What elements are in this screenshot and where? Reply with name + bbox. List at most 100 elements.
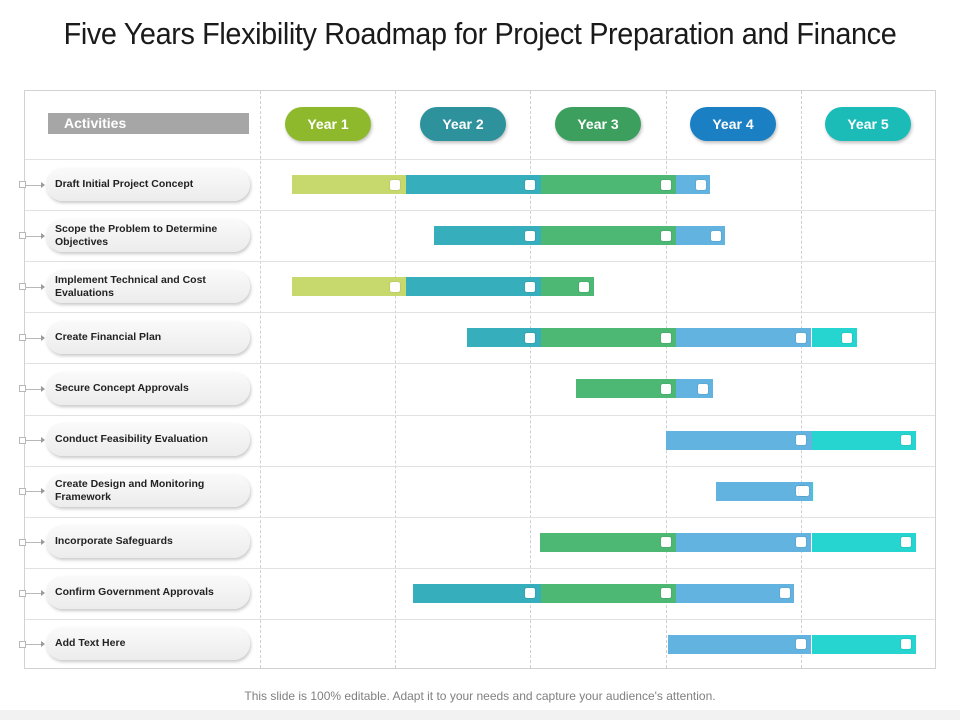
row-connector-square bbox=[19, 539, 26, 546]
milestone-marker bbox=[796, 639, 806, 649]
milestone-marker bbox=[661, 588, 671, 598]
milestone-marker bbox=[525, 180, 535, 190]
activity-label-pill: Create Financial Plan bbox=[46, 321, 250, 354]
row-connector-arrow-icon bbox=[41, 233, 45, 239]
year-5-pill: Year 5 bbox=[825, 107, 911, 141]
activity-label-pill: Incorporate Safeguards bbox=[46, 525, 250, 558]
timeline-bar-segment bbox=[541, 226, 676, 245]
row-connector-square bbox=[19, 334, 26, 341]
milestone-marker bbox=[901, 435, 911, 445]
timeline-bar-segment bbox=[413, 584, 541, 603]
milestone-marker bbox=[796, 333, 806, 343]
activity-label: Implement Technical and Cost Evaluations bbox=[55, 273, 206, 299]
activity-label: Conduct Feasibility Evaluation bbox=[55, 433, 208, 445]
row-connector-arrow-icon bbox=[41, 284, 45, 290]
milestone-marker bbox=[901, 639, 911, 649]
milestone-marker bbox=[661, 180, 671, 190]
row-connector-line bbox=[26, 440, 43, 441]
timeline-bar-segment bbox=[406, 277, 541, 296]
activity-label-pill: Draft Initial Project Concept bbox=[46, 168, 250, 201]
row-divider bbox=[25, 568, 935, 569]
timeline-bar-segment bbox=[467, 328, 541, 347]
activity-label-pill: Scope the Problem to Determine Objective… bbox=[46, 219, 250, 252]
activity-label: Incorporate Safeguards bbox=[55, 535, 173, 547]
year-column-divider bbox=[395, 91, 396, 668]
timeline-bar-segment bbox=[576, 379, 676, 398]
activity-label: Scope the Problem to Determine Objective… bbox=[55, 222, 218, 248]
milestone-marker bbox=[390, 282, 400, 292]
activity-label-pill: Implement Technical and Cost Evaluations bbox=[46, 270, 250, 303]
timeline-bar-segment bbox=[292, 277, 406, 296]
timeline-bar-segment bbox=[541, 175, 676, 194]
row-divider bbox=[25, 312, 935, 313]
row-divider bbox=[25, 466, 935, 467]
row-divider bbox=[25, 415, 935, 416]
row-divider bbox=[25, 363, 935, 364]
year-2-pill: Year 2 bbox=[420, 107, 506, 141]
milestone-marker bbox=[842, 333, 852, 343]
row-connector-arrow-icon bbox=[41, 386, 45, 392]
milestone-marker bbox=[661, 333, 671, 343]
row-connector-square bbox=[19, 181, 26, 188]
activity-label-pill: Create Design and Monitoring Framework bbox=[46, 474, 250, 507]
row-connector-arrow-icon bbox=[41, 182, 45, 188]
activity-label-pill: Confirm Government Approvals bbox=[46, 576, 250, 609]
milestone-marker bbox=[711, 231, 721, 241]
activity-label: Secure Concept Approvals bbox=[55, 382, 189, 394]
row-divider bbox=[25, 159, 935, 160]
timeline-bar-segment bbox=[812, 635, 916, 654]
year-4-pill: Year 4 bbox=[690, 107, 776, 141]
row-connector-square bbox=[19, 385, 26, 392]
timeline-bar-segment bbox=[668, 635, 811, 654]
row-connector-line bbox=[26, 287, 43, 288]
slide-title: Five Years Flexibility Roadmap for Proje… bbox=[63, 16, 897, 51]
row-connector-square bbox=[19, 641, 26, 648]
timeline-bar-segment bbox=[676, 328, 811, 347]
year-1-pill: Year 1 bbox=[285, 107, 371, 141]
year-column-divider bbox=[801, 91, 802, 668]
row-connector-square bbox=[19, 283, 26, 290]
activity-label-pill: Secure Concept Approvals bbox=[46, 372, 250, 405]
year-3-pill: Year 3 bbox=[555, 107, 641, 141]
row-connector-arrow-icon bbox=[41, 641, 45, 647]
row-connector-line bbox=[26, 185, 43, 186]
milestone-marker bbox=[696, 180, 706, 190]
milestone-marker bbox=[796, 537, 806, 547]
milestone-marker bbox=[525, 588, 535, 598]
timeline-bar-segment bbox=[676, 584, 794, 603]
timeline-bar-segment bbox=[812, 533, 916, 552]
milestone-marker bbox=[390, 180, 400, 190]
milestone-marker bbox=[661, 384, 671, 394]
row-divider bbox=[25, 517, 935, 518]
year-column-divider bbox=[260, 91, 261, 668]
activities-header: Activities bbox=[48, 113, 249, 134]
milestone-marker bbox=[579, 282, 589, 292]
row-connector-square bbox=[19, 590, 26, 597]
row-connector-square bbox=[19, 232, 26, 239]
milestone-marker bbox=[525, 231, 535, 241]
row-divider bbox=[25, 261, 935, 262]
row-connector-line bbox=[26, 389, 43, 390]
timeline-bar-segment bbox=[716, 482, 812, 501]
milestone-marker bbox=[661, 231, 671, 241]
bottom-band bbox=[0, 710, 960, 720]
timeline-bar-segment bbox=[434, 226, 541, 245]
timeline-bar-segment bbox=[406, 175, 541, 194]
row-connector-square bbox=[19, 437, 26, 444]
row-connector-line bbox=[26, 236, 43, 237]
timeline-bar-segment bbox=[292, 175, 406, 194]
timeline-bar-segment bbox=[676, 533, 811, 552]
row-connector-line bbox=[26, 644, 43, 645]
milestone-marker bbox=[661, 537, 671, 547]
row-connector-arrow-icon bbox=[41, 437, 45, 443]
milestone-marker bbox=[796, 435, 806, 445]
row-connector-line bbox=[26, 593, 43, 594]
row-connector-line bbox=[26, 542, 43, 543]
roadmap-grid-frame bbox=[24, 90, 936, 669]
activity-label: Create Financial Plan bbox=[55, 331, 162, 343]
timeline-bar-segment bbox=[666, 431, 812, 450]
activity-label-pill: Conduct Feasibility Evaluation bbox=[46, 423, 250, 456]
milestone-marker bbox=[780, 588, 790, 598]
row-divider bbox=[25, 619, 935, 620]
row-connector-line bbox=[26, 491, 43, 492]
